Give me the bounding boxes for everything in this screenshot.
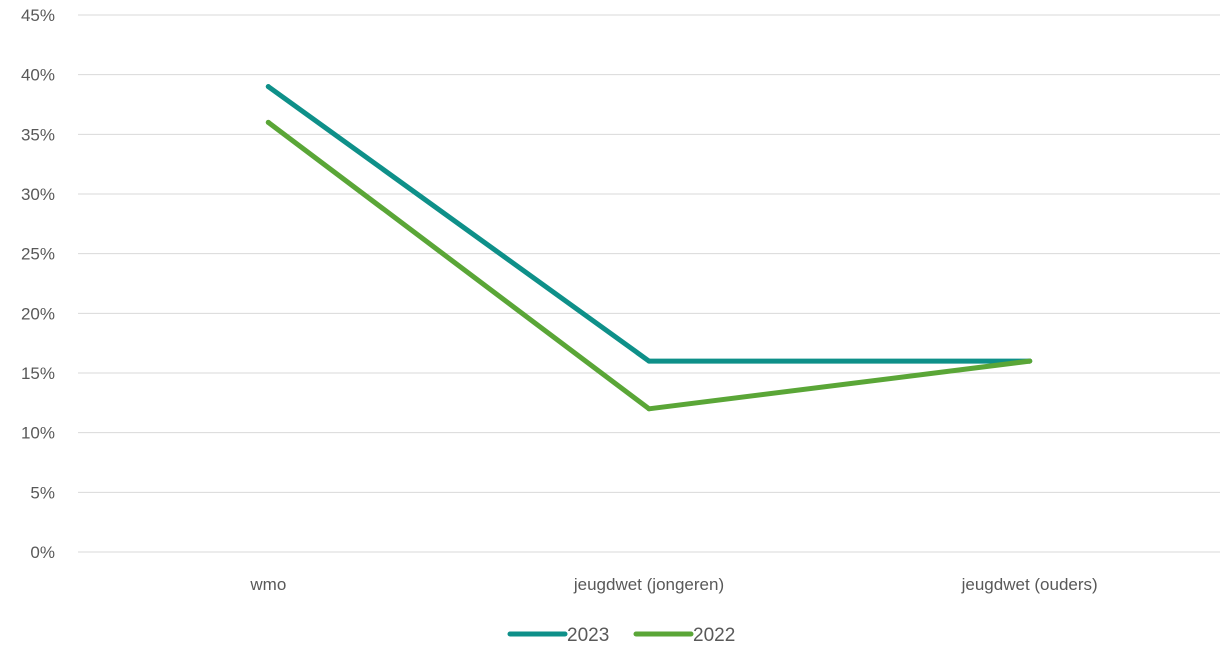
y-tick-label: 40%: [21, 66, 55, 85]
data-point-2023: [646, 358, 652, 364]
legend: 2023 2022: [507, 625, 735, 646]
y-tick-label: 10%: [21, 424, 55, 443]
series-line-2023: [265, 84, 1033, 364]
y-tick-label: 0%: [30, 543, 55, 562]
series-line-2022: [265, 119, 1033, 412]
x-tick-label: jeugdwet (jongeren): [573, 575, 724, 594]
x-tick-label: wmo: [249, 575, 286, 594]
y-tick-label: 15%: [21, 364, 55, 383]
y-tick-label: 20%: [21, 304, 55, 323]
x-tick-label: jeugdwet (ouders): [961, 575, 1098, 594]
y-tick-label: 25%: [21, 245, 55, 264]
data-point-2023: [265, 84, 271, 90]
gridlines: [78, 14, 1220, 553]
y-tick-label: 30%: [21, 185, 55, 204]
y-tick-label: 35%: [21, 125, 55, 144]
data-point-2022: [265, 119, 271, 125]
legend-label-2023: 2023: [567, 625, 609, 646]
series-group: [265, 84, 1033, 412]
data-point-2022: [1027, 358, 1033, 364]
y-tick-label: 5%: [30, 483, 55, 502]
data-point-2022: [646, 406, 652, 412]
y-axis: 0% 5% 10% 15% 20% 25% 30% 35% 40% 45%: [21, 6, 55, 562]
legend-label-2022: 2022: [693, 625, 735, 646]
x-axis: wmo jeugdwet (jongeren) jeugdwet (ouders): [249, 575, 1097, 594]
y-tick-label: 45%: [21, 6, 55, 25]
